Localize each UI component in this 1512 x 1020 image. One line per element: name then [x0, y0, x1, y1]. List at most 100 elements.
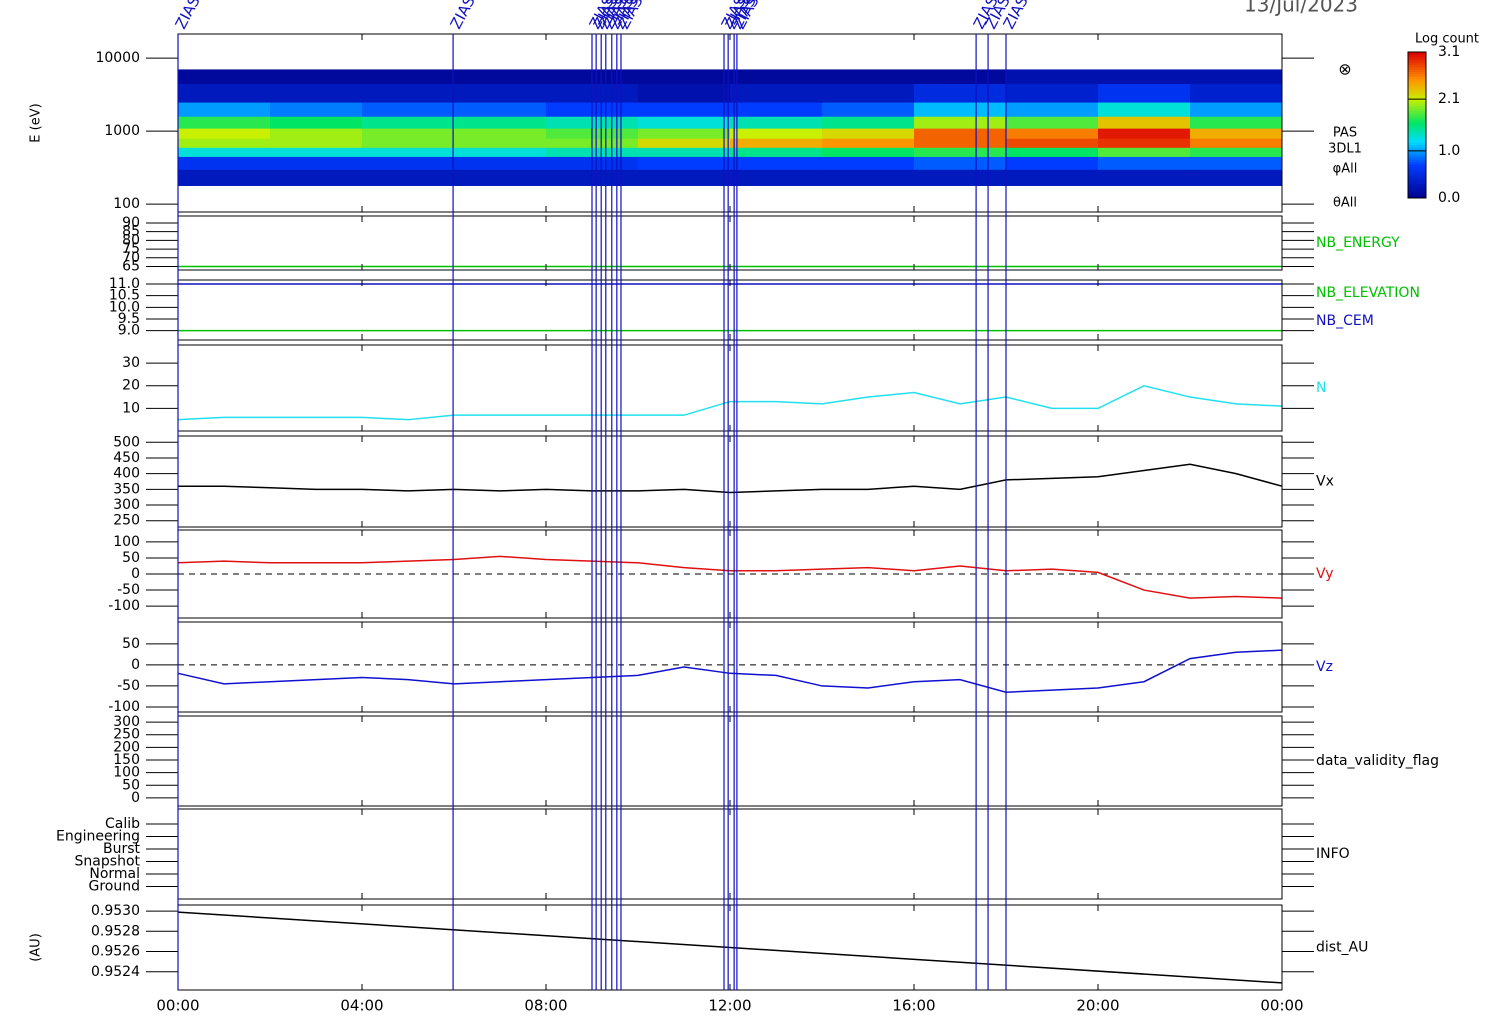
y-tick-label: 10.0	[109, 299, 140, 315]
colorbar-swatch	[1408, 146, 1426, 150]
colorbar-swatch	[1408, 125, 1426, 128]
colorbar-swatch	[1408, 161, 1426, 165]
y-tick-label: -50	[117, 582, 140, 598]
heatmap-cell	[362, 138, 455, 148]
colorbar-swatch	[1408, 86, 1426, 89]
heatmap-cell	[730, 147, 823, 157]
heatmap-cell	[638, 138, 731, 148]
heatmap-cell	[638, 156, 731, 170]
heatmap-cell	[822, 138, 915, 148]
heatmap-cell	[730, 156, 823, 170]
colorbar-swatch	[1408, 59, 1426, 63]
heatmap-cell	[1190, 147, 1283, 157]
y-tick-label: 9.0	[118, 323, 140, 339]
heatmap-cell	[178, 128, 271, 139]
heatmap-cell	[362, 169, 455, 186]
heatmap-cell	[730, 102, 823, 117]
heatmap-cell	[638, 83, 731, 103]
colorbar-swatch	[1408, 129, 1426, 133]
colorbar-swatch	[1408, 64, 1426, 68]
y-tick-label: 85	[122, 224, 140, 240]
heatmap-cell	[362, 156, 455, 170]
y-tick-label: -50	[117, 678, 140, 694]
heatmap-cell	[822, 169, 915, 186]
heatmap-cell	[822, 102, 915, 117]
heatmap-cell	[822, 147, 915, 157]
heatmap-cell	[1006, 147, 1099, 157]
heatmap-cell	[270, 102, 363, 117]
heatmap-cell	[914, 169, 1007, 186]
colorbar-swatch	[1408, 73, 1426, 77]
y-tick-label: -100	[108, 598, 140, 614]
heatmap-cell	[638, 116, 731, 129]
colorbar-swatch	[1408, 144, 1426, 148]
x-tick-label: 04:00	[340, 997, 383, 1015]
y-tick-label: 75	[122, 241, 140, 257]
x-tick-label: 12:00	[708, 997, 751, 1015]
y-axis-label: E (eV)	[29, 103, 44, 142]
heatmap-cell	[1098, 116, 1191, 129]
y-tick-label: 1000	[104, 123, 140, 139]
colorbar-swatch	[1408, 127, 1426, 131]
colorbar-swatch	[1408, 69, 1426, 72]
heatmap-cell	[638, 128, 731, 139]
side-label: φAll	[1333, 162, 1358, 177]
heatmap-cell	[638, 169, 731, 186]
series-label: dist_AU	[1316, 940, 1368, 956]
x-tick-label: 20:00	[1076, 997, 1119, 1015]
y-tick-label: 100	[113, 196, 140, 212]
heatmap-cell	[454, 138, 547, 148]
y-tick-label: 0.9528	[91, 923, 140, 939]
colorbar-swatch	[1408, 105, 1426, 109]
side-label: 3DL1	[1328, 142, 1362, 157]
y-tick-label: 0	[131, 657, 140, 673]
symbol: ⊗	[1338, 60, 1351, 79]
heatmap-cell	[914, 116, 1007, 129]
heatmap-cell	[454, 69, 547, 84]
heatmap-cell	[178, 116, 271, 129]
y-tick-label: 100	[113, 765, 140, 781]
heatmap-cell	[454, 156, 547, 170]
heatmap-cell	[1006, 138, 1099, 148]
heatmap-cell	[1190, 83, 1283, 103]
heatmap-cell	[914, 69, 1007, 84]
heatmap-cell	[1190, 128, 1283, 139]
colorbar-swatch	[1408, 156, 1426, 160]
heatmap-cell	[178, 102, 271, 117]
heatmap-cell	[914, 83, 1007, 103]
heatmap-cell	[178, 156, 271, 170]
heatmap-cell	[1098, 83, 1191, 103]
heatmap-cell	[270, 69, 363, 84]
category-label: Snapshot	[75, 854, 141, 870]
heatmap-cell	[178, 83, 271, 103]
colorbar-swatch	[1408, 71, 1426, 75]
heatmap-cell	[822, 156, 915, 170]
panel-frame	[177, 215, 1283, 271]
x-tick-label: 00:00	[156, 997, 199, 1015]
heatmap-cell	[1098, 128, 1191, 139]
heatmap-cell	[362, 128, 455, 139]
heatmap-cell	[454, 128, 547, 139]
colorbar-swatch	[1408, 66, 1426, 70]
y-tick-label: 400	[113, 466, 140, 482]
y-tick-label: 100	[113, 534, 140, 550]
colorbar-swatch	[1408, 103, 1426, 107]
colorbar-swatch	[1408, 163, 1426, 167]
x-tick-label: 16:00	[892, 997, 935, 1015]
heatmap-cell	[914, 128, 1007, 139]
y-tick-label: 65	[122, 259, 140, 275]
category-label: Engineering	[56, 829, 140, 845]
heatmap-cell	[1190, 69, 1283, 84]
heatmap-cell	[1006, 169, 1099, 186]
heatmap-cell	[1190, 116, 1283, 129]
y-axis-label: (AU)	[29, 933, 44, 962]
colorbar-swatch	[1408, 137, 1426, 141]
colorbar-swatch	[1408, 166, 1426, 170]
heatmap-cell	[270, 169, 363, 186]
heatmap-cell	[1098, 102, 1191, 117]
colorbar-swatch	[1408, 168, 1426, 172]
colorbar-title: Log count	[1415, 32, 1479, 47]
heatmap-cell	[362, 69, 455, 84]
panel-frame	[177, 715, 1283, 807]
heatmap-cell	[270, 83, 363, 103]
